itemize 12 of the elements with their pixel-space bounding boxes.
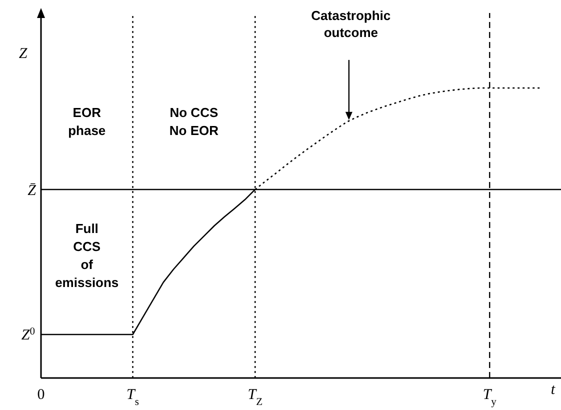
y-axis-title: Z: [18, 46, 28, 62]
x-tick-label: 0: [37, 387, 45, 403]
x-axis-title: t: [550, 382, 556, 398]
text: Z$^{0}$: [21, 326, 35, 344]
annotation: EOR phase: [68, 105, 106, 138]
ref-line-label: Z̄: [28, 182, 37, 199]
text: Catastrophic outcome: [311, 8, 391, 40]
annotation: Full CCS of emissions: [55, 221, 119, 290]
x-tick-label: T$_{Z}$: [248, 387, 262, 408]
annotation: No CCS No EOR: [169, 105, 220, 138]
x-tick-label: T$_{y}$: [482, 387, 498, 408]
x-tick-label: T$_{s}$: [126, 387, 139, 408]
